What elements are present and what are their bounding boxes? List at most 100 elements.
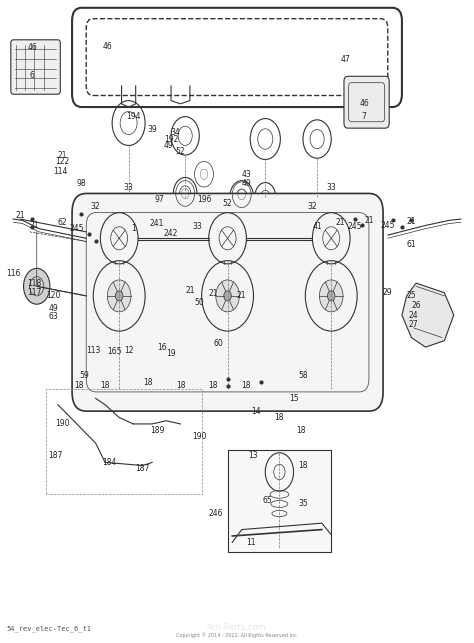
Text: 41: 41: [312, 222, 322, 231]
Text: 120: 120: [46, 291, 60, 300]
Text: 49: 49: [48, 304, 58, 313]
Text: 18: 18: [100, 381, 110, 390]
Text: 21: 21: [29, 221, 39, 230]
Text: 245: 245: [70, 224, 84, 233]
Text: 16: 16: [157, 343, 166, 352]
Text: 27: 27: [409, 320, 419, 329]
Text: 122: 122: [55, 157, 70, 166]
Bar: [46, 389, 201, 494]
Text: 18: 18: [296, 426, 305, 435]
Text: 18: 18: [274, 413, 284, 422]
Text: 242: 242: [164, 229, 178, 238]
Text: Arrl-Perts.com: Arrl-Perts.com: [207, 623, 267, 632]
Text: 21: 21: [209, 289, 218, 298]
Text: 21: 21: [237, 291, 246, 300]
Text: 18: 18: [298, 461, 308, 470]
Text: 18: 18: [242, 381, 251, 390]
Text: 60: 60: [213, 340, 223, 349]
Text: 65: 65: [263, 496, 273, 505]
FancyBboxPatch shape: [72, 194, 383, 411]
Text: 114: 114: [53, 167, 67, 176]
Text: 118: 118: [27, 278, 42, 287]
Text: 117: 117: [27, 288, 42, 297]
Text: 245: 245: [381, 221, 395, 230]
Text: 26: 26: [411, 301, 421, 310]
Text: 62: 62: [58, 218, 67, 227]
Text: 18: 18: [143, 378, 152, 387]
Text: 32: 32: [308, 202, 317, 211]
Text: 18: 18: [176, 381, 185, 390]
Text: 116: 116: [6, 269, 20, 278]
Text: 46: 46: [359, 99, 369, 108]
Text: 21: 21: [407, 217, 416, 226]
Text: 98: 98: [77, 179, 86, 188]
Text: 21: 21: [364, 216, 374, 225]
Text: 52: 52: [176, 147, 185, 156]
Circle shape: [328, 291, 335, 301]
Circle shape: [216, 280, 239, 312]
Text: 34: 34: [171, 128, 181, 137]
Text: 189: 189: [150, 426, 164, 435]
Bar: [228, 449, 331, 552]
Text: 49: 49: [242, 179, 251, 188]
Text: 58: 58: [298, 372, 308, 381]
Text: 46: 46: [102, 42, 112, 51]
Text: 192: 192: [164, 134, 178, 143]
Text: 7: 7: [362, 112, 367, 121]
Text: 21: 21: [16, 212, 25, 221]
Text: 15: 15: [289, 394, 298, 403]
Text: 52: 52: [223, 199, 232, 208]
Circle shape: [24, 268, 50, 304]
Text: 33: 33: [327, 183, 336, 192]
Circle shape: [319, 280, 343, 312]
Text: 43: 43: [242, 170, 251, 179]
Text: 187: 187: [48, 451, 63, 460]
Text: 18: 18: [74, 381, 84, 390]
Text: 245: 245: [347, 222, 362, 231]
Text: 241: 241: [150, 219, 164, 228]
Circle shape: [116, 291, 123, 301]
Text: 24: 24: [409, 311, 419, 320]
Text: 18: 18: [209, 381, 218, 390]
Text: 12: 12: [124, 346, 133, 355]
Text: 29: 29: [383, 288, 392, 297]
Text: 46: 46: [27, 43, 37, 52]
Text: 14: 14: [251, 406, 261, 415]
Text: 246: 246: [209, 509, 223, 518]
Text: 54_rev_elec-Tec_6_t1: 54_rev_elec-Tec_6_t1: [6, 626, 91, 632]
Text: 47: 47: [340, 55, 350, 64]
Text: 39: 39: [147, 125, 157, 134]
Text: 33: 33: [192, 222, 202, 231]
Text: 187: 187: [136, 464, 150, 473]
Text: Copyright © 2014 - 2022. All Rights Reserved Inc.: Copyright © 2014 - 2022. All Rights Rese…: [176, 633, 298, 638]
Text: 33: 33: [124, 183, 134, 192]
Polygon shape: [402, 283, 454, 347]
Text: 63: 63: [48, 312, 58, 321]
Text: 21: 21: [185, 286, 195, 295]
Text: 13: 13: [249, 451, 258, 460]
Text: 50: 50: [194, 298, 204, 307]
Circle shape: [224, 291, 231, 301]
Text: 49: 49: [164, 141, 173, 150]
Text: 190: 190: [192, 432, 207, 441]
Text: 190: 190: [55, 419, 70, 428]
Text: 6: 6: [29, 71, 35, 80]
Text: 19: 19: [166, 349, 176, 358]
Text: 196: 196: [197, 195, 211, 204]
Text: 21: 21: [58, 150, 67, 159]
Text: 32: 32: [91, 202, 100, 211]
FancyBboxPatch shape: [344, 77, 389, 128]
Text: 184: 184: [102, 458, 117, 467]
Text: 97: 97: [155, 195, 164, 204]
Text: 61: 61: [407, 240, 416, 249]
Circle shape: [108, 280, 131, 312]
Text: 35: 35: [298, 500, 308, 509]
Text: 194: 194: [126, 112, 141, 121]
Text: 165: 165: [107, 347, 122, 356]
Text: 25: 25: [407, 291, 416, 300]
Text: 21: 21: [336, 218, 346, 227]
Text: 1: 1: [131, 224, 136, 233]
Text: 11: 11: [246, 538, 256, 547]
FancyBboxPatch shape: [11, 40, 60, 95]
Text: 59: 59: [79, 372, 89, 381]
